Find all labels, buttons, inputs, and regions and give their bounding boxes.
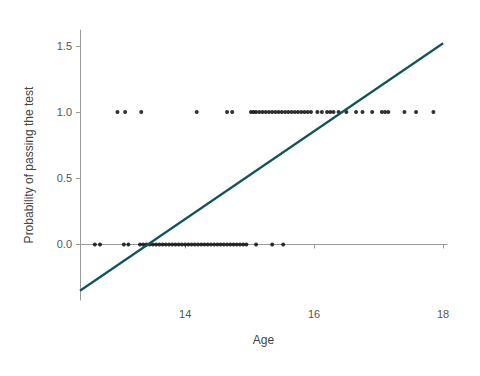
svg-text:1.0: 1.0 xyxy=(57,106,72,118)
svg-text:0.0: 0.0 xyxy=(57,238,72,250)
svg-text:16: 16 xyxy=(308,308,320,320)
svg-text:Age: Age xyxy=(253,333,275,347)
svg-text:Probability of passing the tes: Probability of passing the test xyxy=(22,86,36,243)
svg-text:18: 18 xyxy=(437,308,449,320)
svg-text:14: 14 xyxy=(179,308,191,320)
svg-text:0.5: 0.5 xyxy=(57,172,72,184)
svg-text:1.5: 1.5 xyxy=(57,40,72,52)
